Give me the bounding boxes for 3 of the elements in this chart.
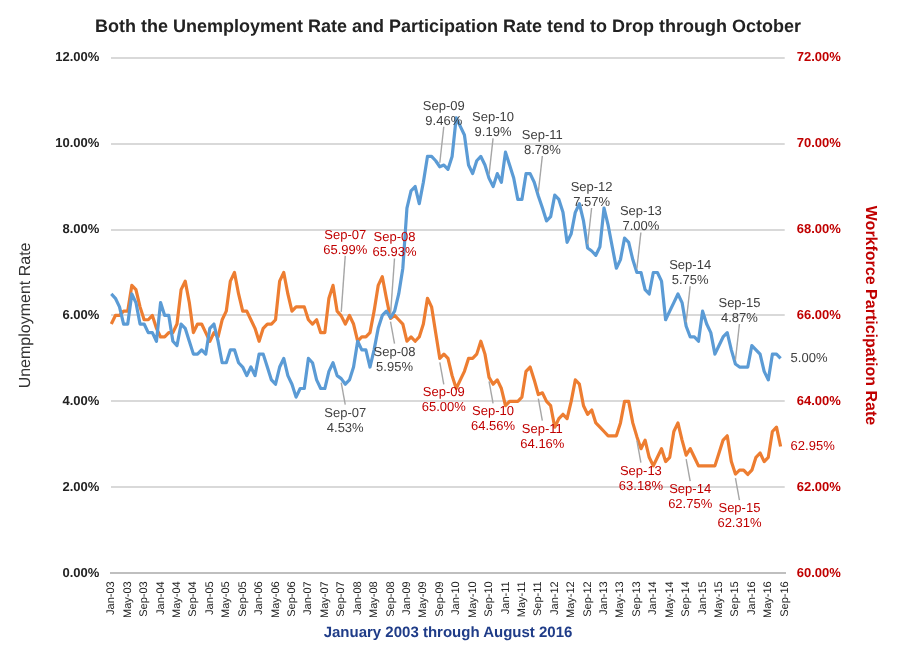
chart-title: Both the Unemployment Rate and Participation Rate tend to Drop through October (94, 15, 802, 36)
y2-axis-title: Workforce Participation Rate (861, 205, 880, 427)
y-axis-title: Unemployment Rate (16, 241, 35, 389)
